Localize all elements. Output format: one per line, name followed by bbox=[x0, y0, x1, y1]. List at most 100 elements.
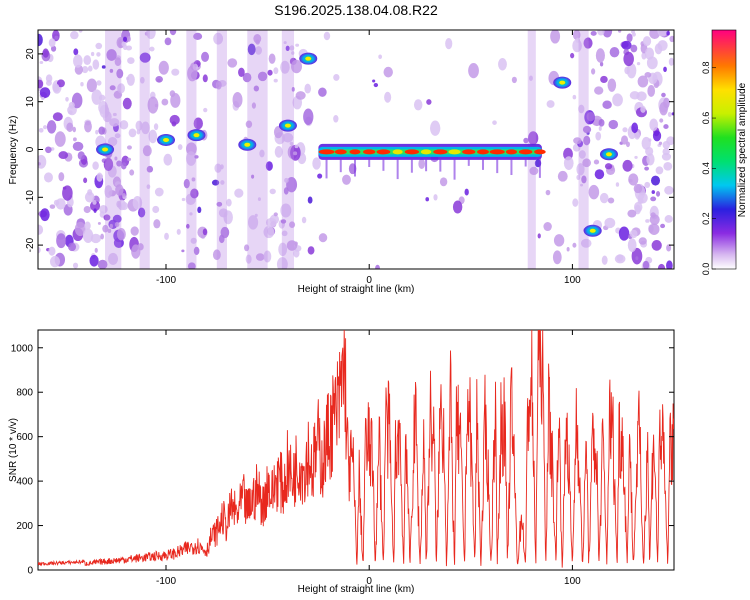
colorbar-ticks: 0.0 0.2 0.4 0.6 0.8 bbox=[701, 61, 716, 275]
spectrogram-noise-speckle bbox=[38, 162, 41, 166]
snr-ylabel: SNR (10 * v/v) bbox=[8, 418, 19, 482]
spectrogram-noise-speckle bbox=[109, 223, 113, 229]
spectrogram-noise-speckle bbox=[557, 170, 568, 182]
spectrogram-noise-speckle bbox=[215, 80, 222, 90]
spectrogram-noise-speckle bbox=[582, 158, 592, 168]
spectrogram-noise-speckle bbox=[594, 86, 604, 95]
spectrogram-noise-speckle bbox=[294, 144, 299, 149]
spectrogram-noise-speckle bbox=[666, 244, 672, 252]
spectrogram-noise-speckle bbox=[529, 75, 533, 81]
spectrogram-noise-speckle bbox=[546, 100, 555, 108]
spectrogram-noise-speckle bbox=[289, 221, 296, 229]
spectrogram-noise-speckle bbox=[588, 184, 600, 200]
spectrogram-noise-speckle bbox=[220, 180, 225, 185]
carrier-hotspot bbox=[448, 149, 461, 155]
spectrogram-noise-speckle bbox=[637, 192, 648, 204]
spectrogram-noise-speckle bbox=[566, 246, 570, 252]
spectrogram-noise-speckle bbox=[139, 52, 151, 63]
spectrogram-noise-speckle bbox=[46, 120, 57, 134]
spectrogram-noise-speckle bbox=[492, 120, 497, 125]
spectrogram-noise-speckle bbox=[273, 126, 283, 139]
spectrogram-noise-speckle bbox=[373, 83, 379, 88]
spectrogram-noise-speckle bbox=[269, 188, 276, 195]
spectrogram-noise-speckle bbox=[247, 215, 259, 230]
spectrogram-noise-speckle bbox=[636, 61, 641, 66]
spectrogram-noise-speckle bbox=[153, 219, 161, 229]
spectrogram-noise-speckle bbox=[618, 226, 630, 241]
spectrogram-noise-speckle bbox=[591, 68, 596, 75]
spectrogram-noise-speckle bbox=[333, 74, 340, 81]
spectrogram-noise-speckle bbox=[629, 229, 638, 239]
carrier-tail bbox=[538, 157, 541, 178]
spectrogram-noise-speckle bbox=[583, 37, 593, 49]
spectrogram-noise-speckle bbox=[203, 107, 208, 113]
spectrogram-noise-speckle bbox=[631, 122, 639, 134]
carrier-hotspot bbox=[534, 149, 546, 155]
spectrogram-noise-speckle bbox=[631, 247, 643, 265]
spectrogram-noise-speckle bbox=[268, 53, 276, 64]
spectrogram-noise-speckle bbox=[255, 46, 262, 55]
spec-ytick-label: 10 bbox=[25, 96, 36, 108]
spectrogram-noise-speckle bbox=[570, 52, 575, 59]
spectrogram-noise-speckle bbox=[39, 87, 51, 98]
spectrogram-noise-speckle bbox=[648, 138, 652, 142]
spectrogram-noise-speckle bbox=[604, 163, 613, 170]
spectrogram-noise-speckle bbox=[70, 31, 79, 40]
spectrogram-noise-speckle bbox=[100, 233, 104, 240]
spectrogram-noise-speckle bbox=[147, 96, 159, 114]
spectrogram-noise-speckle bbox=[43, 172, 53, 183]
spectrogram-noise-speckle bbox=[121, 162, 127, 170]
spectrogram-noise-speckle bbox=[83, 177, 88, 184]
spectrogram-noise-speckle bbox=[102, 224, 109, 233]
spectrogram-noise-speckle bbox=[114, 133, 121, 139]
spectrogram-noise-speckle bbox=[42, 125, 48, 130]
spectrogram-noise-speckle bbox=[140, 76, 145, 84]
tone-core bbox=[193, 133, 200, 138]
spectrogram-noise-speckle bbox=[661, 92, 666, 98]
spectrogram-noise-speckle bbox=[602, 30, 613, 38]
snr-xtick-label: 0 bbox=[366, 576, 372, 587]
spectrogram-noise-speckle bbox=[186, 142, 197, 156]
spectrogram-noise-speckle bbox=[626, 33, 633, 43]
spectrogram-noise-speckle bbox=[129, 169, 135, 176]
spectrogram-noise-speckle bbox=[95, 129, 99, 135]
spectrogram-noise-speckle bbox=[154, 187, 164, 197]
spectrogram-noise-speckle bbox=[445, 38, 453, 50]
spectrogram-noise-speckle bbox=[291, 51, 295, 55]
spectrogram-noise-speckle bbox=[657, 263, 666, 269]
spectrogram-noise-speckle bbox=[190, 188, 199, 199]
spectrogram-noise-speckle bbox=[58, 172, 65, 182]
spectrogram-noise-speckle bbox=[97, 221, 101, 225]
carrier-hotspot bbox=[334, 149, 347, 155]
spectrogram-noise-speckle bbox=[104, 185, 113, 198]
spectrogram-noise-speckle bbox=[106, 49, 117, 61]
spectrogram-noise-speckle bbox=[127, 157, 132, 161]
spectrogram-noise-speckle bbox=[38, 127, 44, 133]
spectrogram-noise-speckle bbox=[430, 120, 441, 136]
spectrogram-noise-speckle bbox=[652, 130, 662, 142]
spectrogram-noise-speckle bbox=[126, 145, 132, 150]
spectrogram-noise-speckle bbox=[318, 87, 327, 97]
spectrogram-noise-speckle bbox=[84, 221, 91, 230]
spectrogram-noise-speckle bbox=[645, 146, 654, 156]
tone-core bbox=[284, 123, 291, 128]
spectrogram-streak bbox=[186, 30, 197, 269]
spectrogram-noise-speckle bbox=[650, 212, 656, 218]
spectrogram-noise-speckle bbox=[626, 62, 637, 79]
spectrogram-noise-speckle bbox=[202, 74, 208, 83]
spectrogram-noise-speckle bbox=[251, 102, 257, 109]
spectrogram-noise-speckle bbox=[41, 96, 45, 101]
spectrogram-noise-speckle bbox=[114, 156, 118, 161]
spectrogram-noise-speckle bbox=[273, 212, 278, 217]
carrier-tail bbox=[325, 157, 328, 179]
spectrogram-noise-speckle bbox=[304, 83, 312, 94]
spectrogram-noise-speckle bbox=[114, 221, 120, 227]
spectrogram-noise-speckle bbox=[40, 208, 50, 222]
spectrogram-noise-speckle bbox=[163, 153, 173, 166]
snr-ytick-label: 0 bbox=[27, 566, 33, 577]
spectrogram-noise-speckle bbox=[214, 163, 222, 173]
spectrogram-noise-speckle bbox=[528, 131, 539, 145]
spectrogram-noise-speckle bbox=[650, 175, 661, 186]
